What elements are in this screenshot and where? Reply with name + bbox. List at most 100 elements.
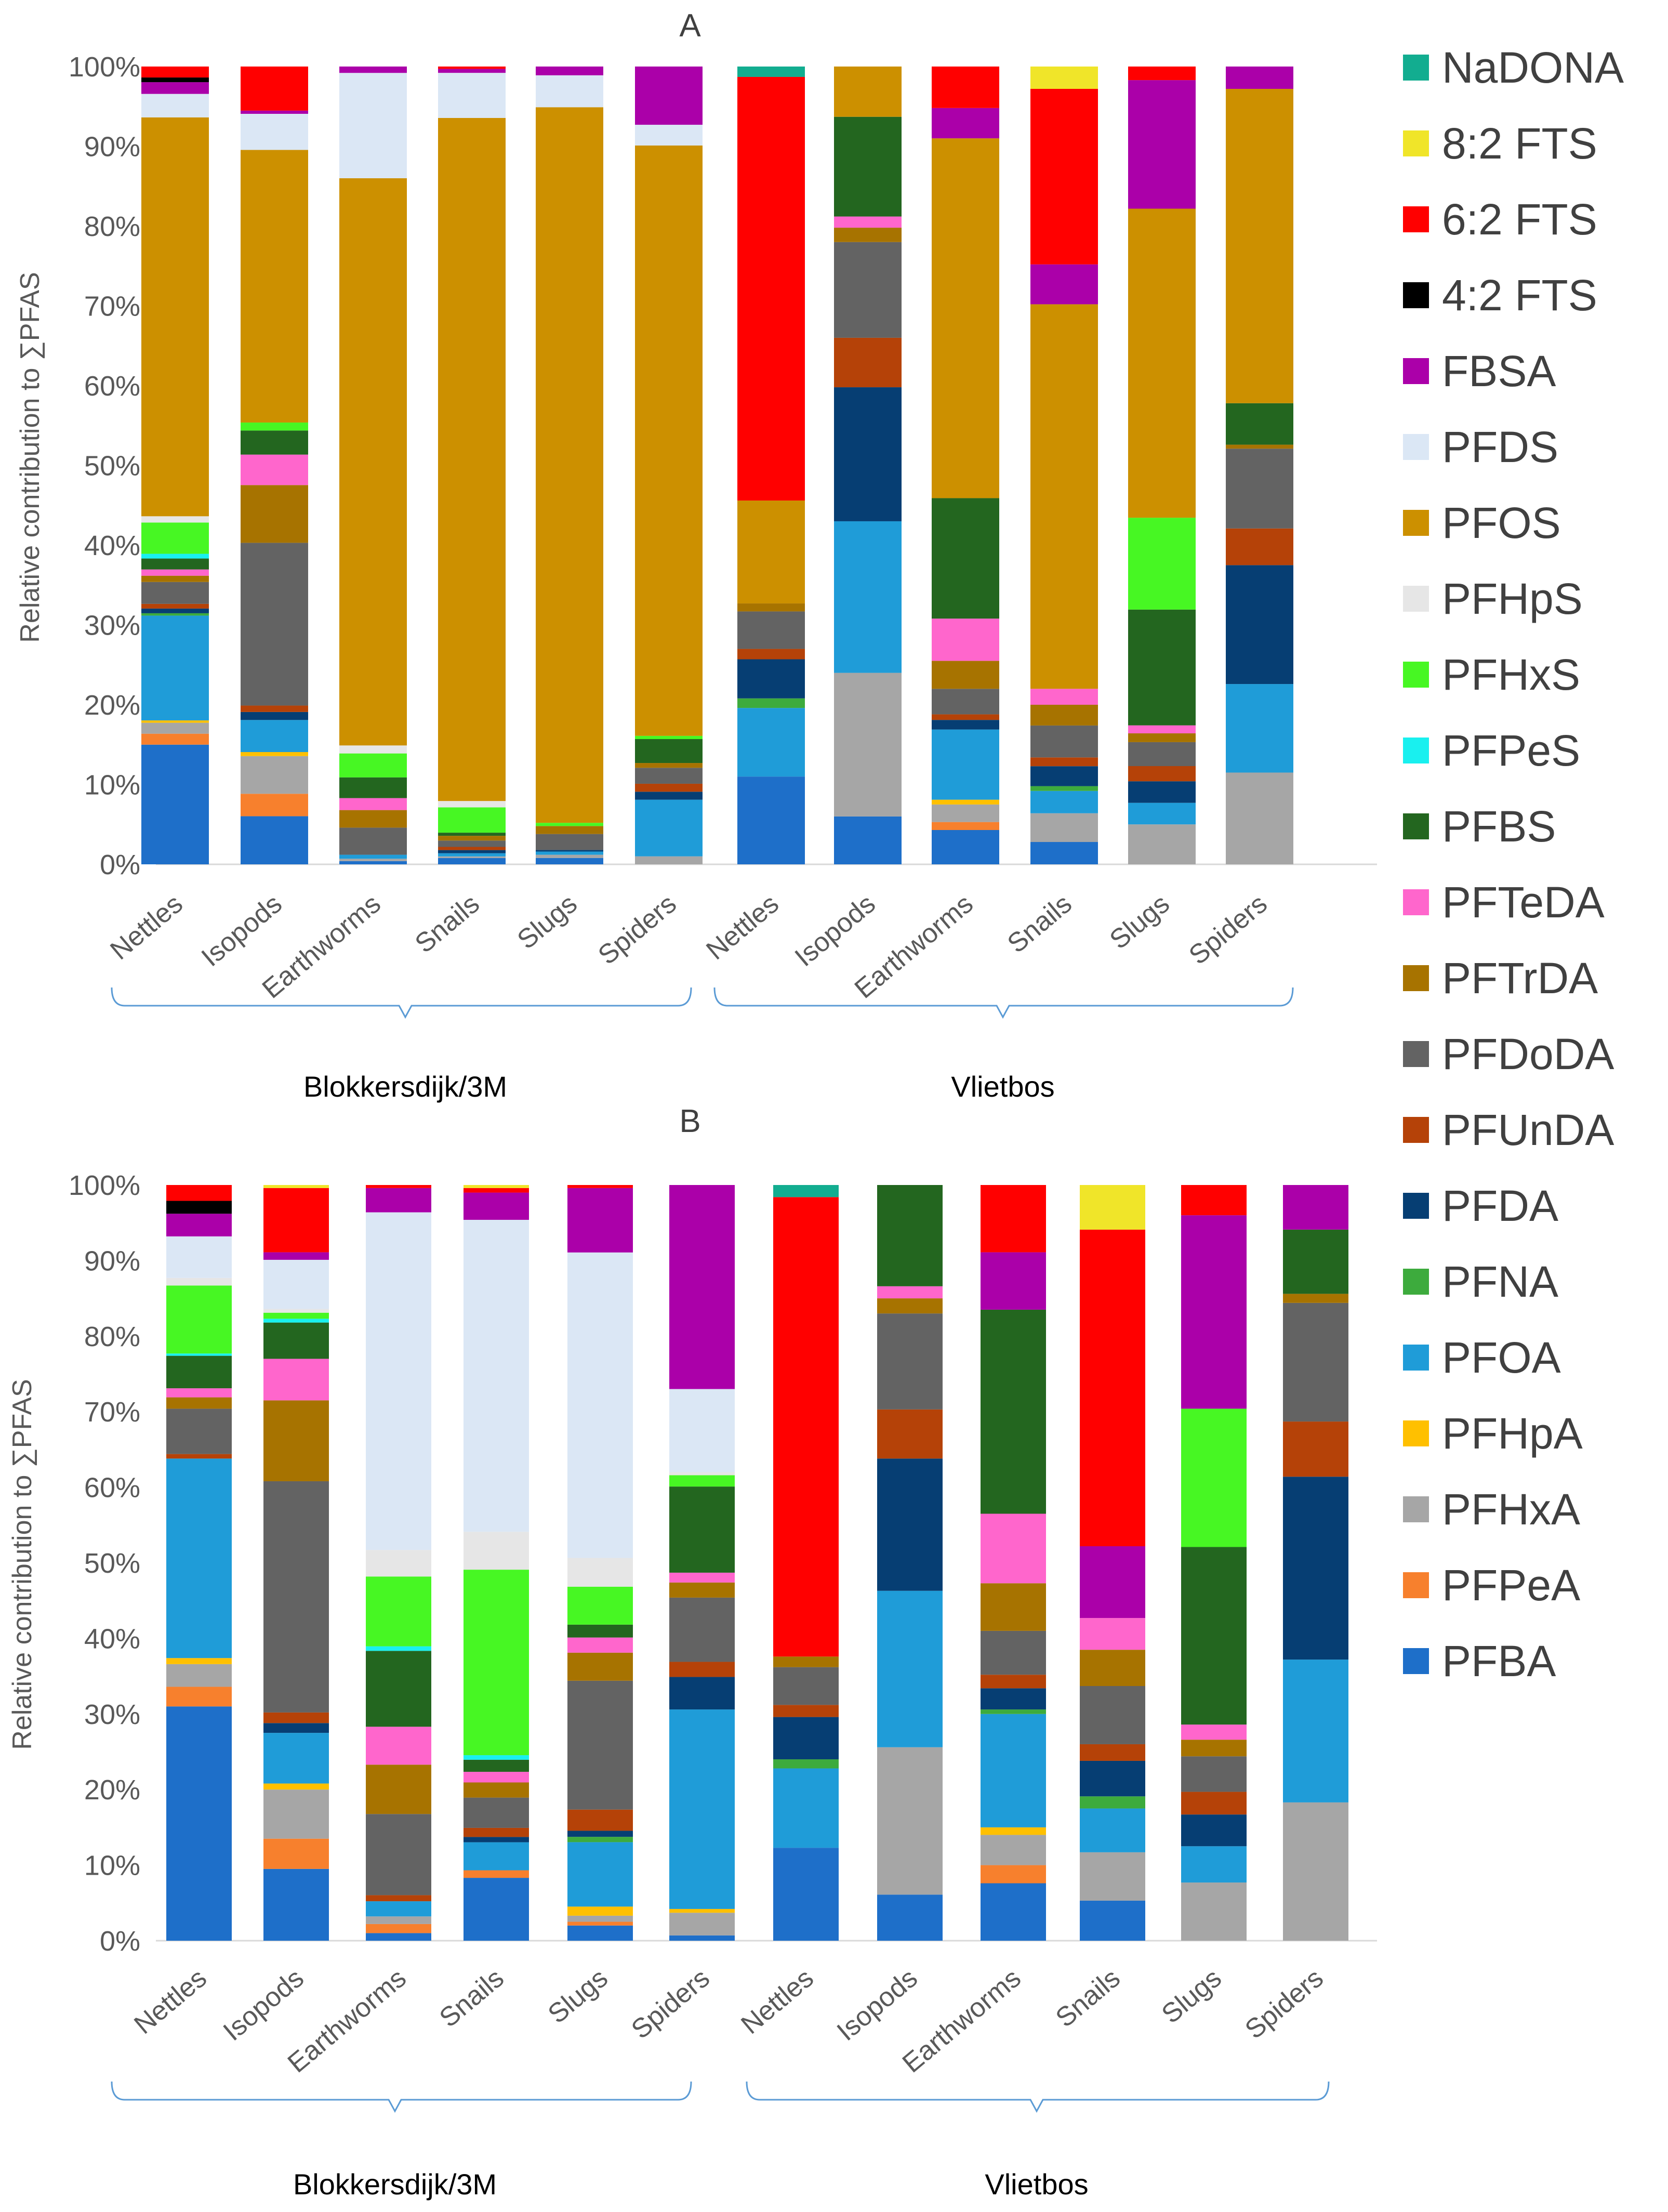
legend-label: PFTeDA: [1442, 878, 1605, 927]
segment-pfbs: [981, 1309, 1046, 1514]
segment-pfhxa: [141, 722, 209, 734]
segment-pfos: [339, 178, 407, 746]
segment-pftrda: [339, 810, 407, 828]
segment-pfdoda: [166, 1408, 232, 1454]
bar-vlietbos-nettles: [773, 1185, 839, 1941]
panel-a-y-tick-label: 20%: [84, 690, 140, 721]
segment-pfos: [536, 107, 603, 823]
bar-vlietbos-isopods: [834, 67, 902, 864]
segment-pfda: [635, 792, 703, 800]
panel-b-y-tick-label: 0%: [100, 1926, 140, 1957]
panel-b-group-brackets: Blokkersdijk/3M Vlietbos: [111, 2081, 1330, 2201]
segment-pfteda: [141, 569, 209, 576]
segment-pfhxs: [464, 1570, 529, 1756]
segment-pfhxs: [635, 735, 703, 740]
segment-pfbs: [1181, 1547, 1247, 1725]
segment-pfunda: [635, 783, 703, 792]
segment-pfds: [438, 73, 506, 118]
segment-pfda: [1030, 766, 1098, 786]
segment-pftrda: [366, 1765, 431, 1814]
segment-8-2-fts: [263, 1185, 329, 1188]
segment-6-2-fts: [464, 1188, 529, 1193]
segment-pfoa: [981, 1714, 1046, 1827]
legend-swatch: [1403, 206, 1429, 232]
segment-pfhxs: [263, 1312, 329, 1319]
segment-pftrda: [932, 661, 999, 689]
segment-pfda: [834, 387, 902, 521]
panel-b-y-tick-label: 70%: [84, 1397, 140, 1428]
legend-label: 8:2 FTS: [1442, 119, 1597, 168]
legend-swatch: [1403, 282, 1429, 308]
bar-blokkersdijk-3m-earthworms: [339, 67, 407, 864]
segment-pfdoda: [932, 689, 999, 715]
bar-vlietbos-snails: [1080, 1185, 1145, 1941]
group-label-blokkersdijk-3m: Blokkersdijk/3M: [303, 1070, 507, 1103]
segment-6-2-fts: [366, 1185, 431, 1188]
panel-a-y-tick-label: 80%: [84, 211, 140, 242]
segment-pfba: [737, 776, 805, 864]
legend-swatch: [1403, 586, 1429, 612]
legend-item-pfhps: PFHpS: [1403, 574, 1583, 623]
segment-fbsa: [567, 1188, 633, 1253]
bar-blokkersdijk-3m-isopods: [241, 67, 308, 864]
segment-fbsa: [141, 82, 209, 94]
segment-pfunda: [1226, 528, 1293, 565]
panel-b-label: B: [679, 1103, 700, 1139]
segment-pfoa: [737, 708, 805, 777]
segment-pftrda: [438, 836, 506, 841]
segment-pfba: [141, 744, 209, 864]
segment-pfteda: [669, 1572, 735, 1583]
segment-pfbs: [141, 558, 209, 570]
legend-label: PFHxS: [1442, 650, 1580, 699]
segment-pfds: [366, 1212, 431, 1550]
panel-b-y-axis-label: Relative contribution to ∑PFAS: [7, 1379, 37, 1749]
segment-pfoa: [536, 851, 603, 855]
segment-fbsa: [1181, 1215, 1247, 1409]
segment-pfda: [1128, 781, 1196, 803]
segment-pfbs: [635, 739, 703, 763]
legend-item-pfba: PFBA: [1403, 1637, 1556, 1686]
legend-swatch: [1403, 434, 1429, 460]
segment-pfdoda: [438, 840, 506, 847]
segment-pfunda: [1283, 1421, 1348, 1477]
segment-pfteda: [339, 798, 407, 810]
segment-pfhxa: [1283, 1802, 1348, 1941]
segment-pfdoda: [737, 611, 805, 649]
segment-pfpea: [166, 1687, 232, 1707]
segment-pfhpa: [263, 1783, 329, 1790]
segment-pfunda: [834, 337, 902, 388]
legend-label: PFPeA: [1442, 1561, 1580, 1610]
segment-pfhxa: [834, 673, 902, 817]
panel-a-y-axis-label: Relative contribution to ∑PFAS: [15, 272, 45, 642]
segment-pfoa: [464, 1842, 529, 1871]
legend-item-pfoa: PFOA: [1403, 1333, 1561, 1382]
bar-blokkersdijk-3m-slugs: [536, 67, 603, 864]
segment-4-2-fts: [141, 77, 209, 83]
segment-pfunda: [366, 1895, 431, 1902]
legend-item-fbsa: FBSA: [1403, 347, 1556, 396]
segment-6-2-fts: [932, 67, 999, 108]
bar-vlietbos-earthworms: [981, 1185, 1046, 1941]
segment-pfda: [1181, 1814, 1247, 1847]
group-bracket: [746, 2081, 1330, 2113]
segment-pfteda: [1030, 689, 1098, 705]
legend-label: 6:2 FTS: [1442, 195, 1597, 244]
segment-pfda: [1283, 1477, 1348, 1660]
segment-pfda: [737, 659, 805, 699]
segment-pfhps: [339, 745, 407, 754]
segment-pfteda: [366, 1727, 431, 1765]
segment-pfoa: [141, 615, 209, 721]
bar-vlietbos-slugs: [1181, 1185, 1247, 1941]
segment-pfda: [981, 1688, 1046, 1710]
group-bracket: [111, 987, 692, 1019]
segment-8-2-fts: [1080, 1185, 1145, 1230]
segment-pfba: [932, 830, 999, 864]
segment-fbsa: [464, 1192, 529, 1220]
segment-pfteda: [263, 1359, 329, 1401]
segment-pfbs: [366, 1651, 431, 1727]
segment-pfteda: [241, 454, 308, 485]
legend-swatch: [1403, 1117, 1429, 1143]
segment-pfds: [567, 1252, 633, 1558]
segment-pfds: [141, 94, 209, 117]
segment-pfba: [464, 1878, 529, 1941]
